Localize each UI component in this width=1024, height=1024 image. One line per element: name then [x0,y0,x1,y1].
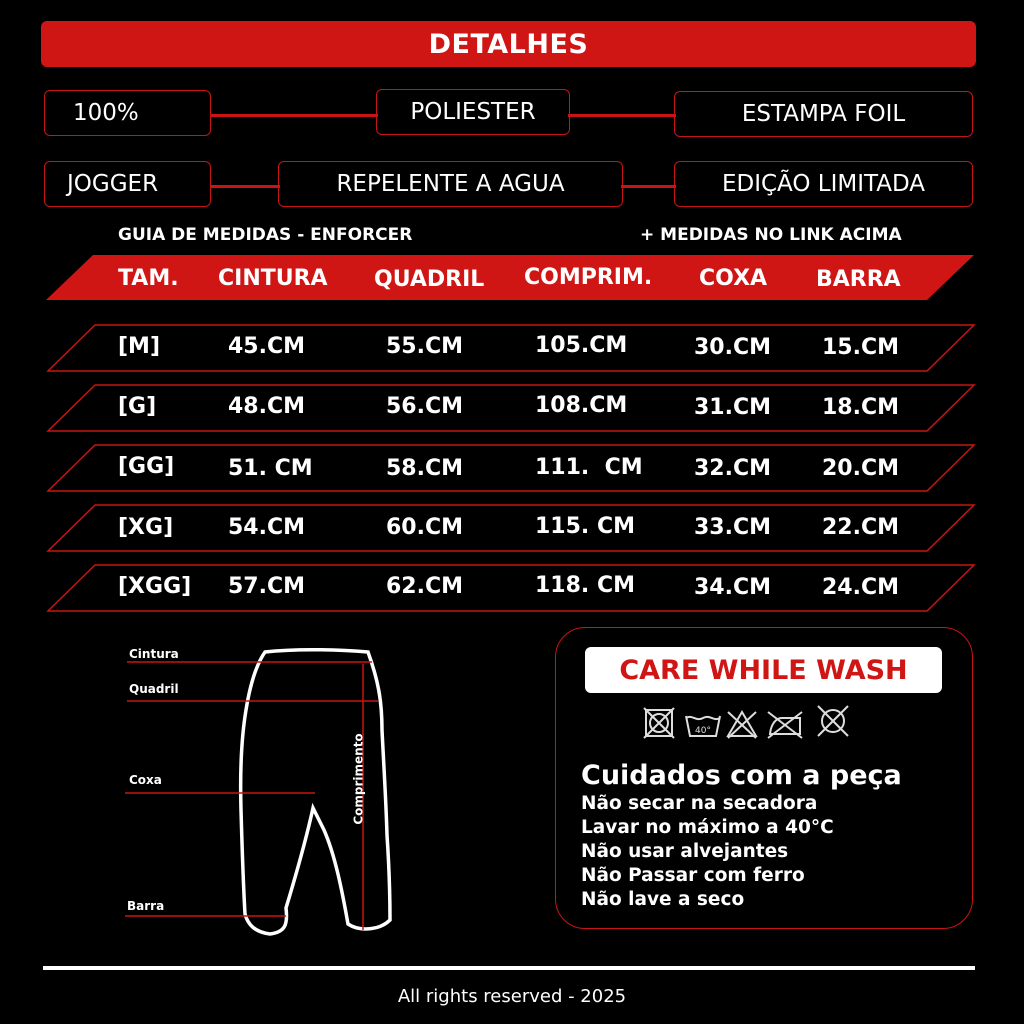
care-instruction: Lavar no máximo a 40°C [581,817,834,838]
table-row-frame [46,504,976,552]
connector-line [621,185,676,188]
table-cell: 31.CM [694,395,772,420]
no-dry-clean-icon [817,705,849,737]
col-header-size: TAM. [118,266,179,291]
table-cell: 34.CM [694,575,772,600]
no-bleach-icon [726,710,758,739]
col-header-thigh: COXA [699,266,768,291]
care-title: CARE WHILE WASH [585,647,942,693]
table-row-frame [46,384,976,432]
table-cell: 20.CM [822,456,900,481]
diagram-label-thigh: Coxa [129,773,162,787]
care-instruction: Não secar na secadora [581,793,818,814]
table-cell: [GG] [118,454,175,479]
col-header-hem: BARRA [816,267,901,292]
detail-print: ESTAMPA FOIL [674,91,973,137]
table-cell: [M] [118,334,161,359]
table-cell: 55.CM [386,334,464,359]
table-shapes [46,255,976,612]
care-instruction: Não Passar com ferro [581,865,805,886]
detail-edition: EDIÇÃO LIMITADA [674,161,973,207]
no-iron-icon [767,711,803,739]
detail-material: POLIESTER [376,89,570,135]
connector-line [210,114,378,117]
table-cell: 18.CM [822,395,900,420]
table-cell: 105.CM [535,333,628,358]
detail-material-percent: 100% [44,90,211,136]
table-cell: 48.CM [228,394,306,419]
table-cell: 45.CM [228,334,306,359]
diagram-label-waist: Cintura [129,647,179,661]
table-cell: 108.CM [535,393,628,418]
table-cell: 24.CM [822,575,900,600]
table-cell: 58.CM [386,456,464,481]
connector-line [568,114,676,117]
table-cell: 30.CM [694,335,772,360]
table-cell: 51. CM [228,456,313,481]
table-cell: 57.CM [228,574,306,599]
table-row-frame [46,444,976,492]
table-cell: 111. CM [535,455,643,480]
col-header-waist: CINTURA [218,266,328,291]
pants-diagram [125,647,392,936]
footer-divider [43,966,975,970]
table-cell: [XG] [118,515,174,540]
connector-line [210,185,280,188]
care-icons: 40° [643,705,849,739]
size-guide-note: + MEDIDAS NO LINK ACIMA [640,225,902,245]
col-header-length: COMPRIM. [524,265,653,290]
table-cell: 56.CM [386,394,464,419]
table-cell: 118. CM [535,573,635,598]
page-title: DETALHES [41,21,976,67]
no-tumble-dry-icon [643,707,675,739]
table-cell: 22.CM [822,515,900,540]
table-cell: 32.CM [694,456,772,481]
footer-copyright: All rights reserved - 2025 [397,986,627,1007]
detail-style: JOGGER [44,161,211,207]
table-row-frame [46,564,976,612]
table-cell: [G] [118,394,157,419]
table-cell: 62.CM [386,574,464,599]
diagram-label-length: Comprimento [351,733,366,825]
diagram-label-hip: Quadril [129,682,179,696]
care-panel [555,627,973,929]
wash-temp-label: 40° [695,726,711,736]
table-cell: 60.CM [386,515,464,540]
diagram-label-hem: Barra [127,899,165,913]
table-row-frame [46,324,976,372]
table-cell: 54.CM [228,515,306,540]
table-cell: 115. CM [535,514,635,539]
table-cell: [XGG] [118,574,192,599]
care-heading: Cuidados com a peça [581,760,902,791]
table-cell: 33.CM [694,515,772,540]
size-guide-title: GUIA DE MEDIDAS - ENFORCER [118,225,413,245]
table-cell: 15.CM [822,335,900,360]
pants-outline [238,647,392,936]
col-header-hip: QUADRIL [374,267,485,292]
care-instruction: Não usar alvejantes [581,841,789,862]
care-instruction: Não lave a seco [581,889,745,910]
table-header-band [46,255,974,300]
detail-feature: REPELENTE A AGUA [278,161,623,207]
wash-40-icon: 40° [685,715,721,737]
